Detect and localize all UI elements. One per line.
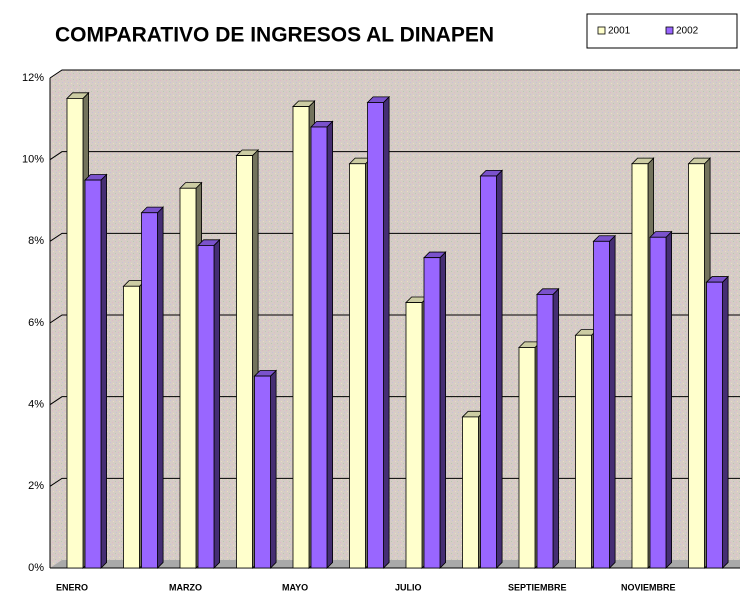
bar-face	[439, 251, 447, 569]
bar-face	[518, 347, 536, 569]
bar-face	[84, 179, 102, 569]
bar-face	[462, 416, 479, 569]
x-tick-label: JULIO	[395, 582, 422, 592]
bar	[366, 95, 391, 569]
bar-face	[270, 369, 277, 569]
y-tick-label: 0%	[28, 562, 44, 574]
bar	[253, 369, 278, 569]
legend-label: 2002	[676, 26, 699, 37]
bar	[423, 251, 447, 569]
bar-face	[552, 287, 559, 569]
bar-face	[593, 240, 610, 569]
x-tick-label: MARZO	[169, 582, 202, 592]
bar	[687, 157, 712, 569]
x-tick-label: ENERO	[56, 582, 88, 592]
bar-face	[254, 375, 271, 569]
bar-face	[536, 294, 554, 569]
bar-face	[326, 120, 334, 569]
bar	[536, 287, 560, 569]
bar-face	[141, 212, 158, 569]
bar-face	[66, 98, 84, 569]
x-tick-label: SEPTIEMBRE	[508, 582, 567, 592]
chart-title: COMPARATIVO DE INGRESOS AL DINAPEN	[55, 24, 494, 47]
y-tick-label: 10%	[22, 154, 44, 166]
grid-line	[49, 396, 740, 406]
y-tick-label: 12%	[22, 72, 44, 84]
bar	[592, 234, 617, 569]
bar-face	[575, 334, 592, 569]
bar	[235, 149, 260, 569]
y-tick-label: 4%	[28, 399, 44, 411]
bar-face	[310, 126, 328, 569]
bar-face	[688, 163, 705, 569]
bar-face	[157, 206, 164, 569]
bar-face	[213, 238, 221, 569]
grid-line	[49, 69, 740, 79]
bar-face	[706, 281, 723, 569]
bar-face	[480, 175, 497, 569]
bar-face	[179, 187, 197, 569]
bar	[649, 230, 673, 569]
y-tick-label: 6%	[28, 317, 44, 329]
bar-face	[423, 257, 441, 569]
bar-face	[292, 106, 310, 569]
bar-face	[722, 275, 729, 569]
legend-label: 2001	[608, 26, 631, 37]
bar-face	[367, 102, 384, 569]
y-tick-label: 2%	[28, 480, 44, 492]
bar	[479, 169, 504, 569]
bar-face	[123, 285, 140, 569]
legend-swatch	[597, 26, 606, 35]
bar-face	[649, 236, 667, 569]
legend	[586, 13, 738, 49]
bar-face	[236, 155, 253, 569]
grid-line	[49, 477, 740, 487]
y-tick-label: 8%	[28, 235, 44, 247]
plot-wall	[50, 70, 740, 568]
bar-face	[405, 302, 423, 569]
bar-face	[349, 163, 366, 569]
bar	[197, 238, 221, 569]
bar	[705, 275, 730, 569]
bar-face	[665, 230, 672, 569]
x-tick-label: MAYO	[282, 582, 308, 592]
grid-line	[49, 314, 740, 324]
bar	[140, 206, 165, 569]
grid-line	[49, 232, 740, 242]
plot-floor	[50, 560, 740, 568]
bar	[84, 173, 108, 569]
bar-face	[100, 173, 107, 569]
legend-swatch	[665, 26, 674, 35]
bar-face	[496, 169, 503, 569]
bar-face	[609, 234, 616, 569]
x-tick-label: NOVIEMBRE	[621, 582, 676, 592]
bar-face	[631, 163, 649, 569]
bar	[310, 120, 334, 569]
bar-face	[383, 95, 390, 569]
grid-line	[49, 151, 740, 161]
bar-face	[197, 245, 215, 569]
